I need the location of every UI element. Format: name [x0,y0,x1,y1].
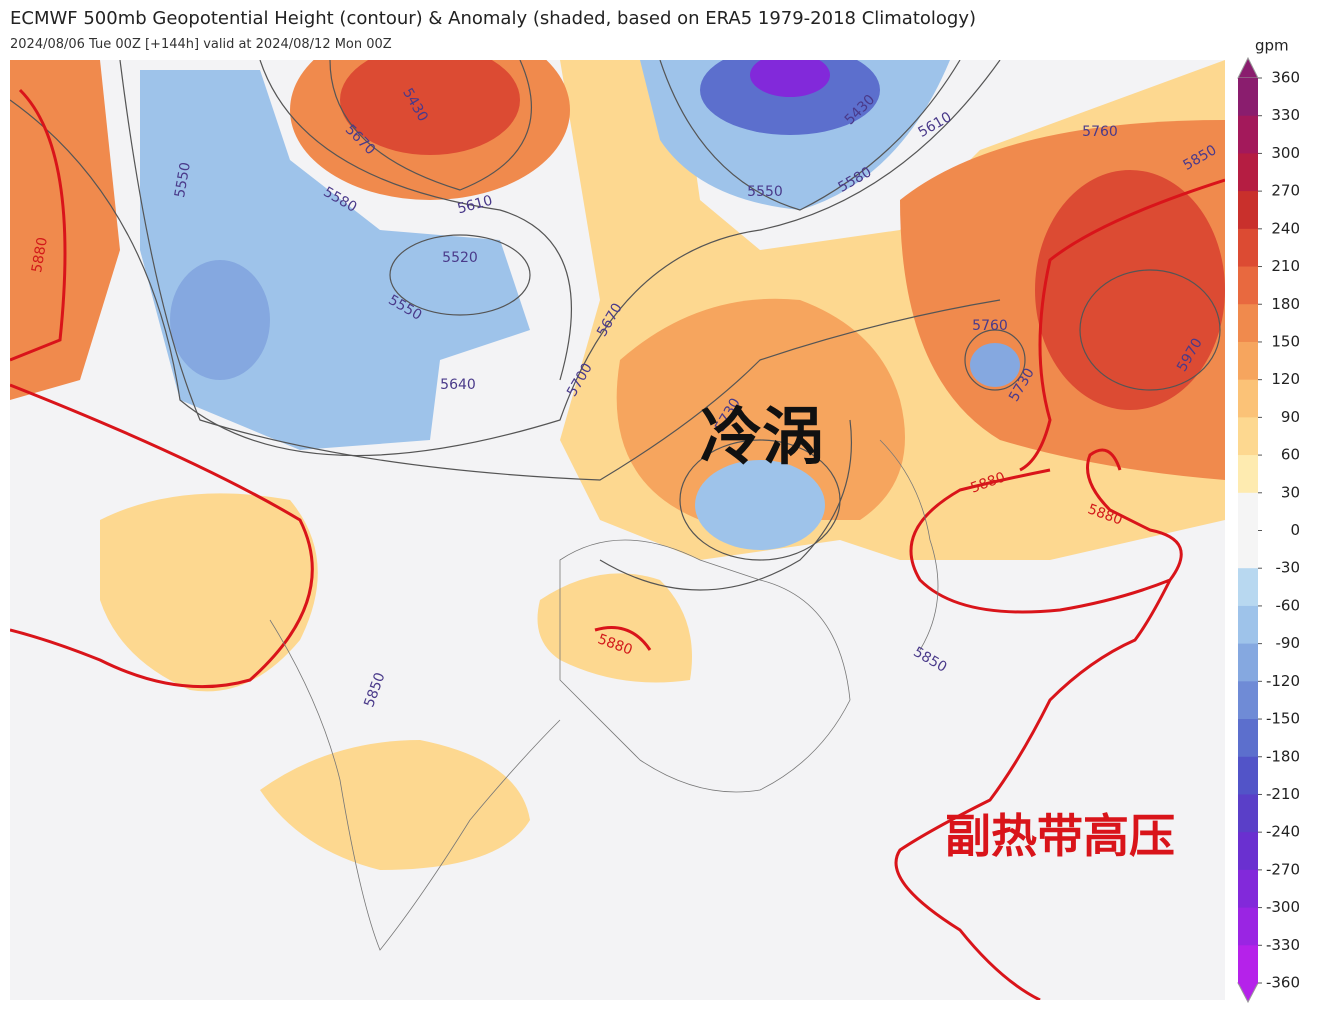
colorbar-segment [1238,228,1258,268]
contour-5880 [1019,178,1225,472]
contour-5880 [594,626,652,651]
contour-5880 [10,383,314,689]
colorbar-segment [1238,605,1258,645]
colorbar-segment [1238,492,1258,531]
contour-label: 5520 [442,250,478,266]
colorbar-tick-label: 270 [1271,182,1300,200]
colorbar-segment [1238,568,1258,607]
colorbar-segment [1238,945,1258,984]
colorbar-cap [1237,56,1259,79]
colorbar-segment [1238,719,1258,758]
anomaly-negative [700,60,880,135]
contour-label: 5760 [972,318,1008,334]
colorbar-segment [1238,341,1258,381]
contour [389,234,531,316]
colorbar-segment [1238,681,1258,720]
colorbar-tick-label: 30 [1281,483,1300,501]
colorbar-unit: gpm [1255,37,1289,55]
colorbar-segment [1238,530,1258,569]
colorbar-tick-label: -60 [1276,596,1301,614]
contour-label: 5760 [1082,124,1118,140]
colorbar-tick-label: 120 [1271,370,1300,388]
colorbar-segment [1238,794,1258,833]
colorbar-tick-label: 360 [1271,69,1300,87]
colorbar-cap [1237,982,1259,1004]
contour [259,60,572,381]
anomaly-positive [260,740,530,870]
shading [10,60,1225,1000]
contour [119,60,1001,481]
colorbar-tick-label: -300 [1266,898,1300,916]
colorbar-tick-label: 240 [1271,219,1300,237]
colorbar-segment [1238,455,1258,494]
colorbar-segment [1238,643,1258,682]
colorbar-tick-label: -150 [1266,710,1300,728]
colorbar-segment [1238,756,1258,795]
colorbar-segment [1238,266,1258,305]
anomaly-positive [1035,170,1225,410]
colorbar-tick-label: -210 [1266,785,1300,803]
country-border [559,539,851,793]
contour [964,329,1026,391]
colorbar-segment [1238,304,1258,343]
colorbar-tick-label: -180 [1266,747,1300,765]
contour-label: 5640 [440,377,476,393]
colorbar-segment [1238,417,1258,456]
anomaly-negative [750,60,830,97]
colorbar-tick-label: -90 [1276,634,1301,652]
colorbar-tick-label: -270 [1266,860,1300,878]
colorbar-tick-label: 330 [1271,106,1300,124]
colorbar-tick-label: 180 [1271,295,1300,313]
colorbar-tick-label: -240 [1266,823,1300,841]
subtitle: 2024/08/06 Tue 00Z [+144h] valid at 2024… [10,37,392,52]
colorbar-segment [1238,115,1258,154]
anomaly-negative [695,460,825,550]
colorbar-segment [1238,153,1258,192]
colorbar-tick-label: -360 [1266,974,1300,992]
coastline [879,439,939,651]
colorbar: gpm 3603303002702402101801501209060300-3… [1237,37,1301,1004]
colorbar-segment [1238,379,1258,418]
title: ECMWF 500mb Geopotential Height (contour… [10,8,976,29]
colorbar-tick-label: -120 [1266,672,1300,690]
colorbar-tick-label: 300 [1271,144,1300,162]
contour-5880 [894,448,1183,1000]
colorbar-tick-label: -30 [1276,559,1301,577]
contour-5880 [10,88,67,362]
colorbar-tick-label: 210 [1271,257,1300,275]
contour-label: 5550 [172,161,194,199]
colorbar-tick-label: 150 [1271,332,1300,350]
anomaly-positive [340,60,520,155]
colorbar-segment [1238,191,1258,230]
contour [659,60,961,211]
anomaly-positive [100,493,318,692]
contour-label: 5880 [29,236,51,274]
colorbar-tick-label: 60 [1281,446,1300,464]
contour-label: 5550 [747,184,783,200]
contour [1079,269,1221,391]
colorbar-segment [1238,78,1258,117]
colorbar-segment [1238,832,1258,871]
colorbar-segment [1238,907,1258,946]
colorbar-segment [1238,869,1258,909]
coastline [269,619,561,951]
contour [10,60,1001,457]
contour [599,419,853,591]
anomaly-positive [616,298,905,520]
colorbar-tick-label: 0 [1290,521,1300,539]
colorbar-tick-label: -330 [1266,936,1300,954]
colorbar-tick-label: 90 [1281,408,1300,426]
anomaly-negative [170,260,270,380]
annotation: 副热带高压 [945,809,1175,863]
annotation: 冷涡 [700,400,824,473]
anomaly-negative [970,343,1020,387]
contour [329,60,533,191]
